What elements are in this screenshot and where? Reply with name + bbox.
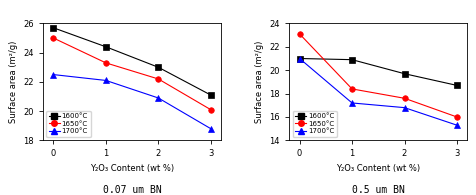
Y-axis label: Surface area (m²/g): Surface area (m²/g) [9,41,18,123]
Y-axis label: Surface area (m²/g): Surface area (m²/g) [254,41,263,123]
X-axis label: Y₂O₃ Content (wt %): Y₂O₃ Content (wt %) [336,164,419,173]
X-axis label: Y₂O₃ Content (wt %): Y₂O₃ Content (wt %) [90,164,174,173]
Legend: 1600°C, 1650°C, 1700°C: 1600°C, 1650°C, 1700°C [292,111,336,137]
Title: 0.5 um BN: 0.5 um BN [351,185,404,195]
Title: 0.07 um BN: 0.07 um BN [102,185,161,195]
Legend: 1600°C, 1650°C, 1700°C: 1600°C, 1650°C, 1700°C [46,111,90,137]
